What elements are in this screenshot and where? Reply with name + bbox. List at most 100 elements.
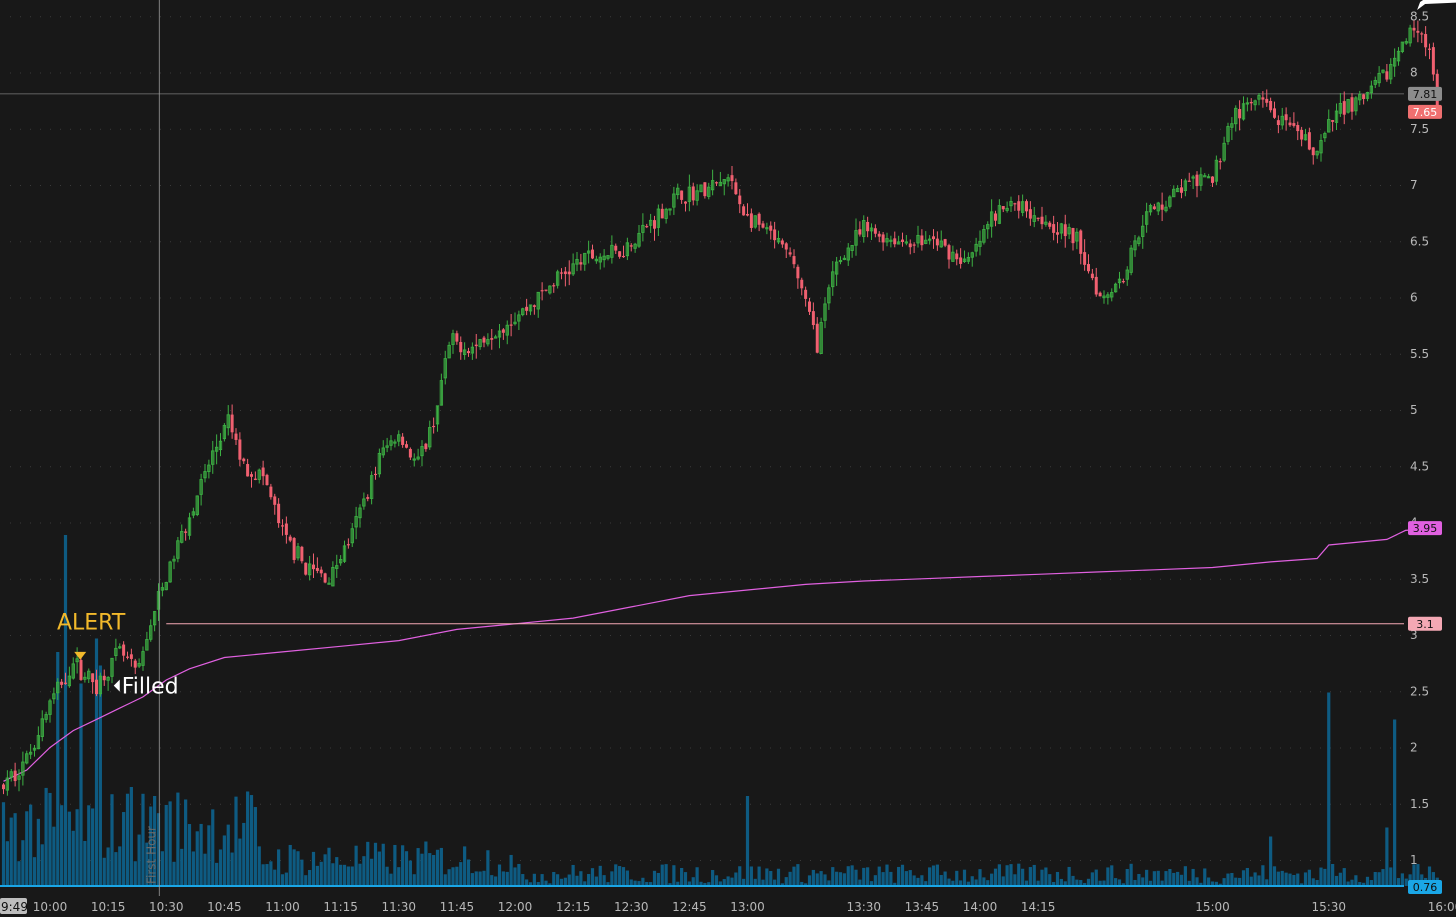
grid-dot	[250, 128, 251, 130]
grid-dot	[1210, 241, 1211, 243]
grid-dot	[130, 635, 131, 636]
volume-bar	[420, 853, 424, 886]
grid-dot	[730, 16, 731, 18]
grid-dot	[980, 747, 981, 749]
volume-bar	[1261, 865, 1265, 886]
grid-dot	[1340, 410, 1341, 411]
grid-dot	[530, 185, 531, 186]
grid-dot	[1280, 860, 1281, 861]
grid-dot	[870, 803, 871, 805]
grid-dot	[570, 635, 571, 636]
grid-dot	[1060, 691, 1061, 693]
candle-body	[1129, 247, 1133, 273]
x-tick-label: 10:30	[149, 900, 184, 914]
grid-dot	[570, 803, 571, 805]
grid-dot	[840, 466, 841, 468]
grid-dot	[610, 185, 611, 186]
volume-bar	[769, 871, 773, 886]
grid-dot	[140, 466, 141, 468]
grid-dot	[1210, 185, 1211, 186]
grid-dot	[590, 297, 591, 299]
grid-dot	[1000, 747, 1001, 749]
grid-dot	[490, 466, 491, 468]
volume-bar	[583, 881, 587, 886]
candle-body	[586, 250, 591, 254]
grid-dot	[600, 578, 601, 580]
volume-bar	[1009, 864, 1013, 886]
candle-body	[13, 770, 17, 782]
grid-dot	[200, 578, 201, 580]
grid-dot	[390, 297, 391, 299]
volume-bar	[552, 871, 556, 886]
grid-dot	[560, 803, 561, 805]
grid-dot	[710, 803, 711, 805]
grid-dot	[750, 803, 751, 805]
grid-dot	[530, 466, 531, 468]
candle-body	[982, 229, 986, 243]
grid-dot	[310, 410, 311, 411]
grid-dot	[970, 353, 971, 355]
grid-dot	[20, 578, 21, 580]
grid-dot	[1050, 16, 1051, 18]
grid-dot	[1360, 185, 1361, 186]
grid-dot	[1090, 16, 1091, 18]
grid-dot	[690, 635, 691, 636]
volume-bar	[280, 874, 285, 886]
grid-dot	[630, 297, 631, 299]
grid-dot	[420, 466, 421, 468]
grid-dot	[600, 185, 601, 186]
grid-dot	[950, 860, 951, 861]
grid-dot	[990, 466, 991, 468]
grid-dot	[570, 410, 571, 411]
candle-body	[920, 235, 924, 246]
grid-dot	[1020, 578, 1021, 580]
grid-dot	[1050, 860, 1051, 861]
grid-dot	[150, 803, 151, 805]
volume-bar	[742, 878, 746, 886]
grid-dot	[470, 353, 471, 355]
grid-dot	[850, 803, 851, 805]
candle-body	[1319, 140, 1323, 154]
grid-dot	[270, 635, 271, 636]
grid-dot	[1170, 185, 1171, 186]
grid-dot	[270, 297, 271, 299]
grid-dot	[90, 466, 91, 468]
grid-dot	[980, 297, 981, 299]
candle-body	[32, 747, 37, 751]
grid-dot	[720, 522, 721, 524]
grid-dot	[690, 72, 691, 74]
grid-dot	[210, 691, 211, 693]
grid-dot	[70, 803, 71, 805]
grid-dot	[20, 16, 21, 18]
volume-bar	[978, 869, 982, 886]
volume-bar	[385, 866, 389, 886]
grid-dot	[760, 185, 761, 186]
grid-dot	[860, 16, 861, 18]
grid-dot	[320, 353, 321, 355]
grid-dot	[580, 410, 581, 411]
grid-dot	[710, 466, 711, 468]
grid-dot	[640, 353, 641, 355]
grid-dot	[910, 185, 911, 186]
grid-dot	[150, 185, 151, 186]
grid-dot	[180, 747, 181, 749]
grid-dot	[720, 803, 721, 805]
candle-body	[102, 675, 106, 681]
grid-dot	[1200, 241, 1201, 243]
grid-dot	[850, 578, 851, 580]
grid-dot	[360, 185, 361, 186]
candle-body	[362, 498, 366, 507]
candle-body	[300, 546, 304, 562]
grid-dot	[890, 72, 891, 74]
volume-bar	[563, 877, 567, 886]
grid-dot	[1180, 522, 1181, 524]
grid-dot	[380, 128, 381, 130]
grid-dot	[1120, 522, 1121, 524]
grid-dot	[1010, 128, 1011, 130]
grid-dot	[460, 466, 461, 468]
grid-dot	[870, 691, 871, 693]
volume-bar	[730, 877, 734, 886]
grid-dot	[200, 803, 201, 805]
grid-dot	[1080, 578, 1081, 580]
